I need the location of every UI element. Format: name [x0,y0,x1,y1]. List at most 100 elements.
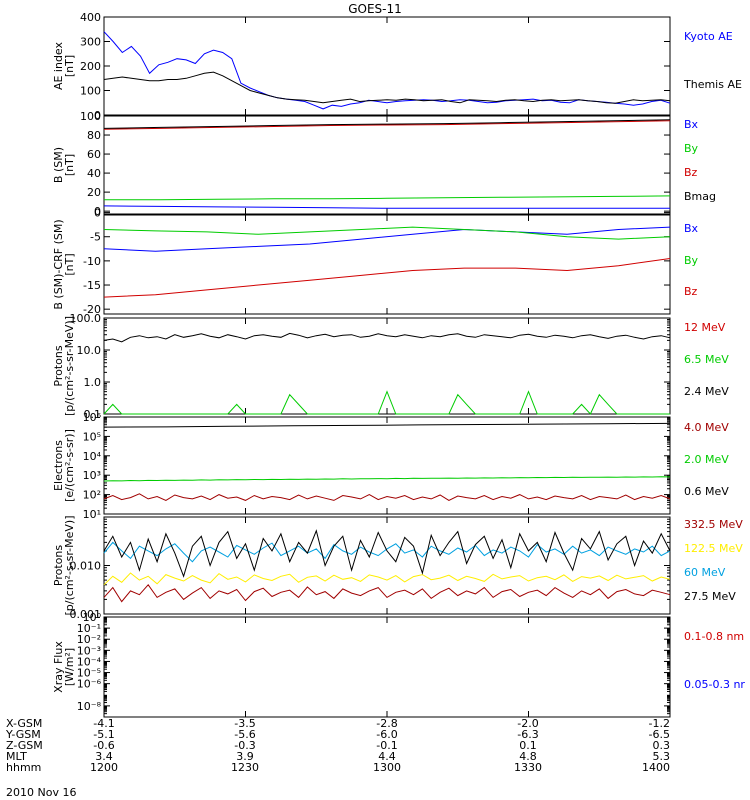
ephemeris-footer: X-GSM -4.1 -3.5 -2.8 -2.0 -1.2 Y-GSM -5.1 -5.6 -6… [5,717,670,774]
y-tick-label: 10⁻⁸ [77,700,102,713]
y-tick-label: 10⁶ [83,411,102,424]
footer-row-value: -0.6 [93,739,114,752]
legend-label: 12 MeV [684,321,726,334]
footer-row-value: -1.2 [649,717,670,730]
panel-frame [103,516,671,615]
footer-row-value: 1300 [373,761,401,774]
footer-row-value: -5.6 [234,728,255,741]
y-tick-label: 20 [87,186,101,199]
y-axis-unit-label: [nT] [63,253,76,275]
y-axis-label: B (SM)-CRF (SM) [52,219,65,309]
y-tick-label: 10⁴ [83,450,102,463]
y-axis-label: AE index [52,41,65,90]
legend-label: By [684,142,699,155]
series-line-kyoto-ae [103,31,671,110]
legend-label: Bz [684,166,698,179]
legend-label: Bz [684,285,698,298]
y-axis-label: Protons [52,545,65,586]
series-line-4-0-mev [103,493,671,501]
y-tick-label: -20 [83,303,101,316]
footer-row-value: 1330 [514,761,542,774]
footer-row-value: -6.3 [517,728,538,741]
y-tick-label: 10⁻⁵ [77,667,101,680]
legend-label: 6.5 MeV [684,353,729,366]
panel-3: -20 -15 -10 -5 0 B (SM)-CRF (SM)[nT] Bx By Bz [52,207,699,317]
y-tick-label: 10.0 [77,344,102,357]
footer-row-value: 5.3 [653,750,671,763]
y-tick-label: 10⁻³ [77,644,101,657]
footer-row-label: MLT [6,750,27,763]
legend-label: 0.6 MeV [684,485,729,498]
panel-frame [103,416,671,515]
footer-row-value: 0.1 [519,739,537,752]
footer-row-value: -4.1 [93,717,114,730]
footer-row-label: Z-GSM [6,739,43,752]
y-tick-label: 10¹ [83,508,101,521]
series-line-2-4-mev [103,332,671,343]
legend-label: 2.0 MeV [684,453,729,466]
footer-row-value: 1200 [90,761,118,774]
series-line-6-5-mev [103,390,670,415]
series-line-by [104,195,671,201]
legend-label: Themis AE [683,78,742,91]
y-axis-label: Protons [52,345,65,386]
legend-label: Bx [684,222,699,235]
y-tick-label: -10 [83,255,101,268]
y-tick-label: 60 [87,148,101,161]
legend-label: 4.0 MeV [684,421,729,434]
legend-label: Kyoto AE [684,30,733,43]
series-line-122-5-mev [103,572,671,586]
y-tick-label: 1.0 [84,376,102,389]
footer-row-value: -0.1 [376,739,397,752]
panel-frame [103,616,671,718]
series-line-bz [103,258,671,298]
legend-label: 122.5 MeV [684,542,743,555]
y-tick-label: 10⁻⁴ [77,655,102,668]
y-axis-unit-label: [e/(cm²-s-sr)] [63,429,76,502]
footer-row-label: Y-GSM [5,728,41,741]
y-axis-unit-label: [p/(cm²-s-sr-MeV)] [63,316,76,416]
footer-row-label: X-GSM [6,717,42,730]
y-tick-label: 10⁵ [83,430,101,443]
y-tick-label: -5 [90,231,101,244]
footer-row-value: -6.5 [649,728,670,741]
y-tick-label: 40 [87,167,101,180]
legend-label: Bmag [684,190,716,203]
footer-row-value: 1230 [231,761,259,774]
legend-label: 2.4 MeV [684,385,729,398]
panel-2: 0 20 40 60 80 100 B (SM)[nT] Bx By Bz Bmag [52,110,716,218]
y-tick-label: 10² [83,489,101,502]
footer-row-label: hhmm [6,761,41,774]
y-tick-label: 300 [80,36,101,49]
y-axis-label: B (SM) [52,147,65,183]
y-tick-label: 80 [87,129,101,142]
footer-row-value: 4.8 [519,750,537,763]
footer-row-value: 4.4 [378,750,396,763]
series-line-by [103,226,671,240]
series-line-332-5-mev [103,583,671,603]
y-tick-label: 0 [94,205,101,218]
legend-label: 27.5 MeV [684,590,736,603]
legend-label: Bx [684,118,699,131]
y-tick-label: 100 [80,110,101,123]
footer-row-value: -2.0 [517,717,538,730]
y-tick-label: 0 [94,109,101,122]
series-line-60-mev [103,541,671,563]
y-tick-label: 0.1 [84,408,102,421]
panel-4: 0.1 1.0 10.0 100.0 Protons[p/(cm²-s-sr-MeV)]… [52,312,729,421]
footer-row-value: 3.4 [95,750,113,763]
series-line-bmag [103,119,671,129]
series-line-bx [103,226,671,252]
y-axis-unit-label: [nT] [63,55,76,77]
y-tick-label: 10⁰ [83,611,102,624]
footer-row-value: -5.1 [93,728,114,741]
y-tick-label: 10³ [83,469,101,482]
footer-row-value: 1400 [642,761,670,774]
date-label: 2010 Nov 16 [6,786,76,799]
y-tick-label: 200 [80,60,101,73]
panel-6: 0.001 0.010 Protons[p/(cm²-s-sr-MeV)] 332.5… [52,516,743,622]
figure-title: GOES-11 [348,2,402,16]
